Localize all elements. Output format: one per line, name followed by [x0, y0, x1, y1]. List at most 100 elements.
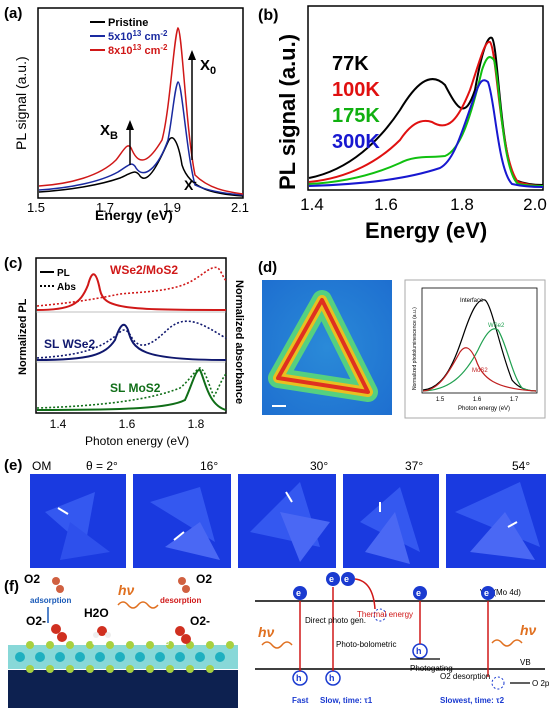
ylabel-b: PL signal (a.u.) [275, 34, 300, 190]
svg-text:e: e [416, 588, 421, 598]
xlabel-b: Energy (eV) [365, 218, 487, 243]
label-o2p: O 2p [532, 679, 550, 688]
legend-c-abs: Abs [57, 282, 76, 293]
peak-label-xm: X- [184, 177, 197, 193]
tick-b-1: 1.6 [374, 195, 398, 214]
o2-molecule-left [52, 577, 64, 593]
o2-adsorbed-right [175, 626, 191, 644]
electron-6 [491, 676, 505, 690]
tick-a-2: 1.9 [163, 200, 181, 215]
svg-text:e: e [344, 574, 349, 584]
legend-a-5e13: 5x1013 cm-2 [108, 29, 168, 43]
tick-a-1: 1.7 [96, 200, 114, 215]
svg-text:h: h [296, 673, 302, 683]
label-o2-right: O2 [196, 572, 212, 586]
label-h2o: H2O [84, 606, 109, 620]
panel-f: (f) O2 adsorption O2- e H2O e hν desorpt… [4, 572, 550, 708]
label-hv-right1: hν [258, 624, 275, 640]
om-image-1 [30, 474, 126, 568]
series-c-mos2-abs [36, 367, 227, 409]
legend-b-100k: 100K [332, 79, 380, 101]
label-slow: Slow, time: τ1 [320, 696, 373, 705]
label-bolometric: Photo-bolometric [336, 640, 396, 649]
legend-a: Pristine 5x1013 cm-2 8x1013 cm-2 [90, 17, 168, 57]
panel-label-f: (f) [4, 578, 19, 595]
sample-c-wse2mos2: WSe2/MoS2 [110, 263, 178, 277]
inset-ylabel: Normalized photoluminescence (a.u.) [412, 307, 418, 390]
xlabel-c: Photon energy (eV) [85, 434, 189, 448]
series-5e13 [38, 81, 244, 196]
band-diagram: VC (Mo 4d) VB O 2p hν hν e h e e h e h e… [255, 572, 550, 705]
label-desorption: desorption [160, 596, 201, 605]
series-c-wse2mos2-pl [36, 273, 227, 311]
inset-series-wse2 [422, 328, 537, 392]
series-8e13 [38, 26, 244, 195]
legend-b-300k: 300K [332, 131, 380, 153]
ticks-b: 1.4 1.6 1.8 2.0 [300, 195, 547, 214]
svg-text:h: h [416, 646, 422, 656]
inset-plot [404, 279, 546, 419]
mos2-lattice [8, 641, 238, 673]
tick-c-0: 1.4 [50, 417, 67, 431]
panel-label-b: (b) [258, 7, 278, 24]
h2o-molecule [93, 626, 111, 638]
label-hv-right2: hν [520, 622, 537, 638]
panel-b: (b) PL signal (a.u.) Energy (eV) 1.4 1.6… [258, 5, 547, 243]
xlabel-a: Energy (eV) [95, 207, 173, 223]
o2-molecule-right [178, 577, 190, 593]
legend-b-77k: 77K [332, 53, 369, 75]
tick-b-3: 2.0 [523, 195, 547, 214]
series-c-wse2mos2-abs [36, 266, 227, 307]
inset-series-mos2 [422, 347, 537, 392]
electron-2 [326, 572, 340, 586]
inset-legend-wse2: WSe2 [488, 323, 505, 329]
inset-legend-interface: Interface [460, 298, 484, 304]
electron-1 [293, 586, 307, 600]
label-vb: VB [520, 658, 531, 667]
inset-ticks: 1.5 1.6 1.7 [436, 397, 519, 403]
o2-adsorbed [51, 624, 67, 642]
tick-c-1: 1.6 [119, 417, 136, 431]
tick-b-0: 1.4 [300, 195, 324, 214]
plot-frame-c [35, 257, 227, 414]
label-theta-30: 30° [310, 459, 328, 473]
label-theta-2: θ = 2° [86, 459, 118, 473]
om-image-5 [446, 474, 546, 568]
label-direct: Direct photo gen. [305, 616, 366, 625]
panel-c: (c) Normalized PL Normalized absorbance … [4, 255, 245, 448]
plot-frame-a [37, 7, 244, 199]
panel-a: (a) PL signal (a.u.) Energy (eV) 1.5 1.7… [4, 5, 249, 223]
series-c-wse2-pl [36, 323, 227, 361]
label-e-mid: e [92, 637, 98, 648]
peak-label-xo: X0 [200, 57, 216, 77]
series-175k [308, 56, 544, 187]
panel-label-e: (e) [4, 457, 22, 474]
electron-3 [341, 572, 355, 586]
electron-dashed [373, 608, 387, 622]
inset-legend-mos2: MoS2 [472, 368, 488, 374]
legend-b: 77K 100K 175K 300K [332, 53, 380, 153]
substrate [8, 670, 238, 708]
tick-c-2: 1.8 [188, 417, 205, 431]
label-theta-16: 16° [200, 459, 218, 473]
tick-b-2: 1.8 [450, 195, 474, 214]
panel-label-a: (a) [4, 5, 22, 22]
svg-text:e: e [296, 588, 301, 598]
inset-series-interface [422, 299, 537, 392]
panel-e: (e) OM θ = 2° 16° 30° 37° 54° [4, 457, 546, 568]
ylabel-a: PL signal (a.u.) [13, 56, 29, 150]
om-image-2 [133, 474, 231, 568]
legend-b-175k: 175K [332, 105, 380, 127]
legend-c-pl: PL [57, 268, 70, 279]
legend-c: PL Abs [40, 268, 76, 293]
label-adsorption: adsorption [30, 596, 71, 605]
label-o2-desorption: O2 desorption [440, 672, 490, 681]
label-fast: Fast [292, 696, 309, 705]
svg-text:1.5: 1.5 [436, 397, 445, 403]
series-c-mos2-pl [36, 368, 227, 411]
ticks-c: 1.4 1.6 1.8 [50, 417, 205, 431]
label-o2-minus-left: O2- [26, 614, 46, 628]
om-image-4 [343, 474, 439, 568]
series-100k [308, 41, 544, 187]
electron-4 [413, 586, 427, 600]
